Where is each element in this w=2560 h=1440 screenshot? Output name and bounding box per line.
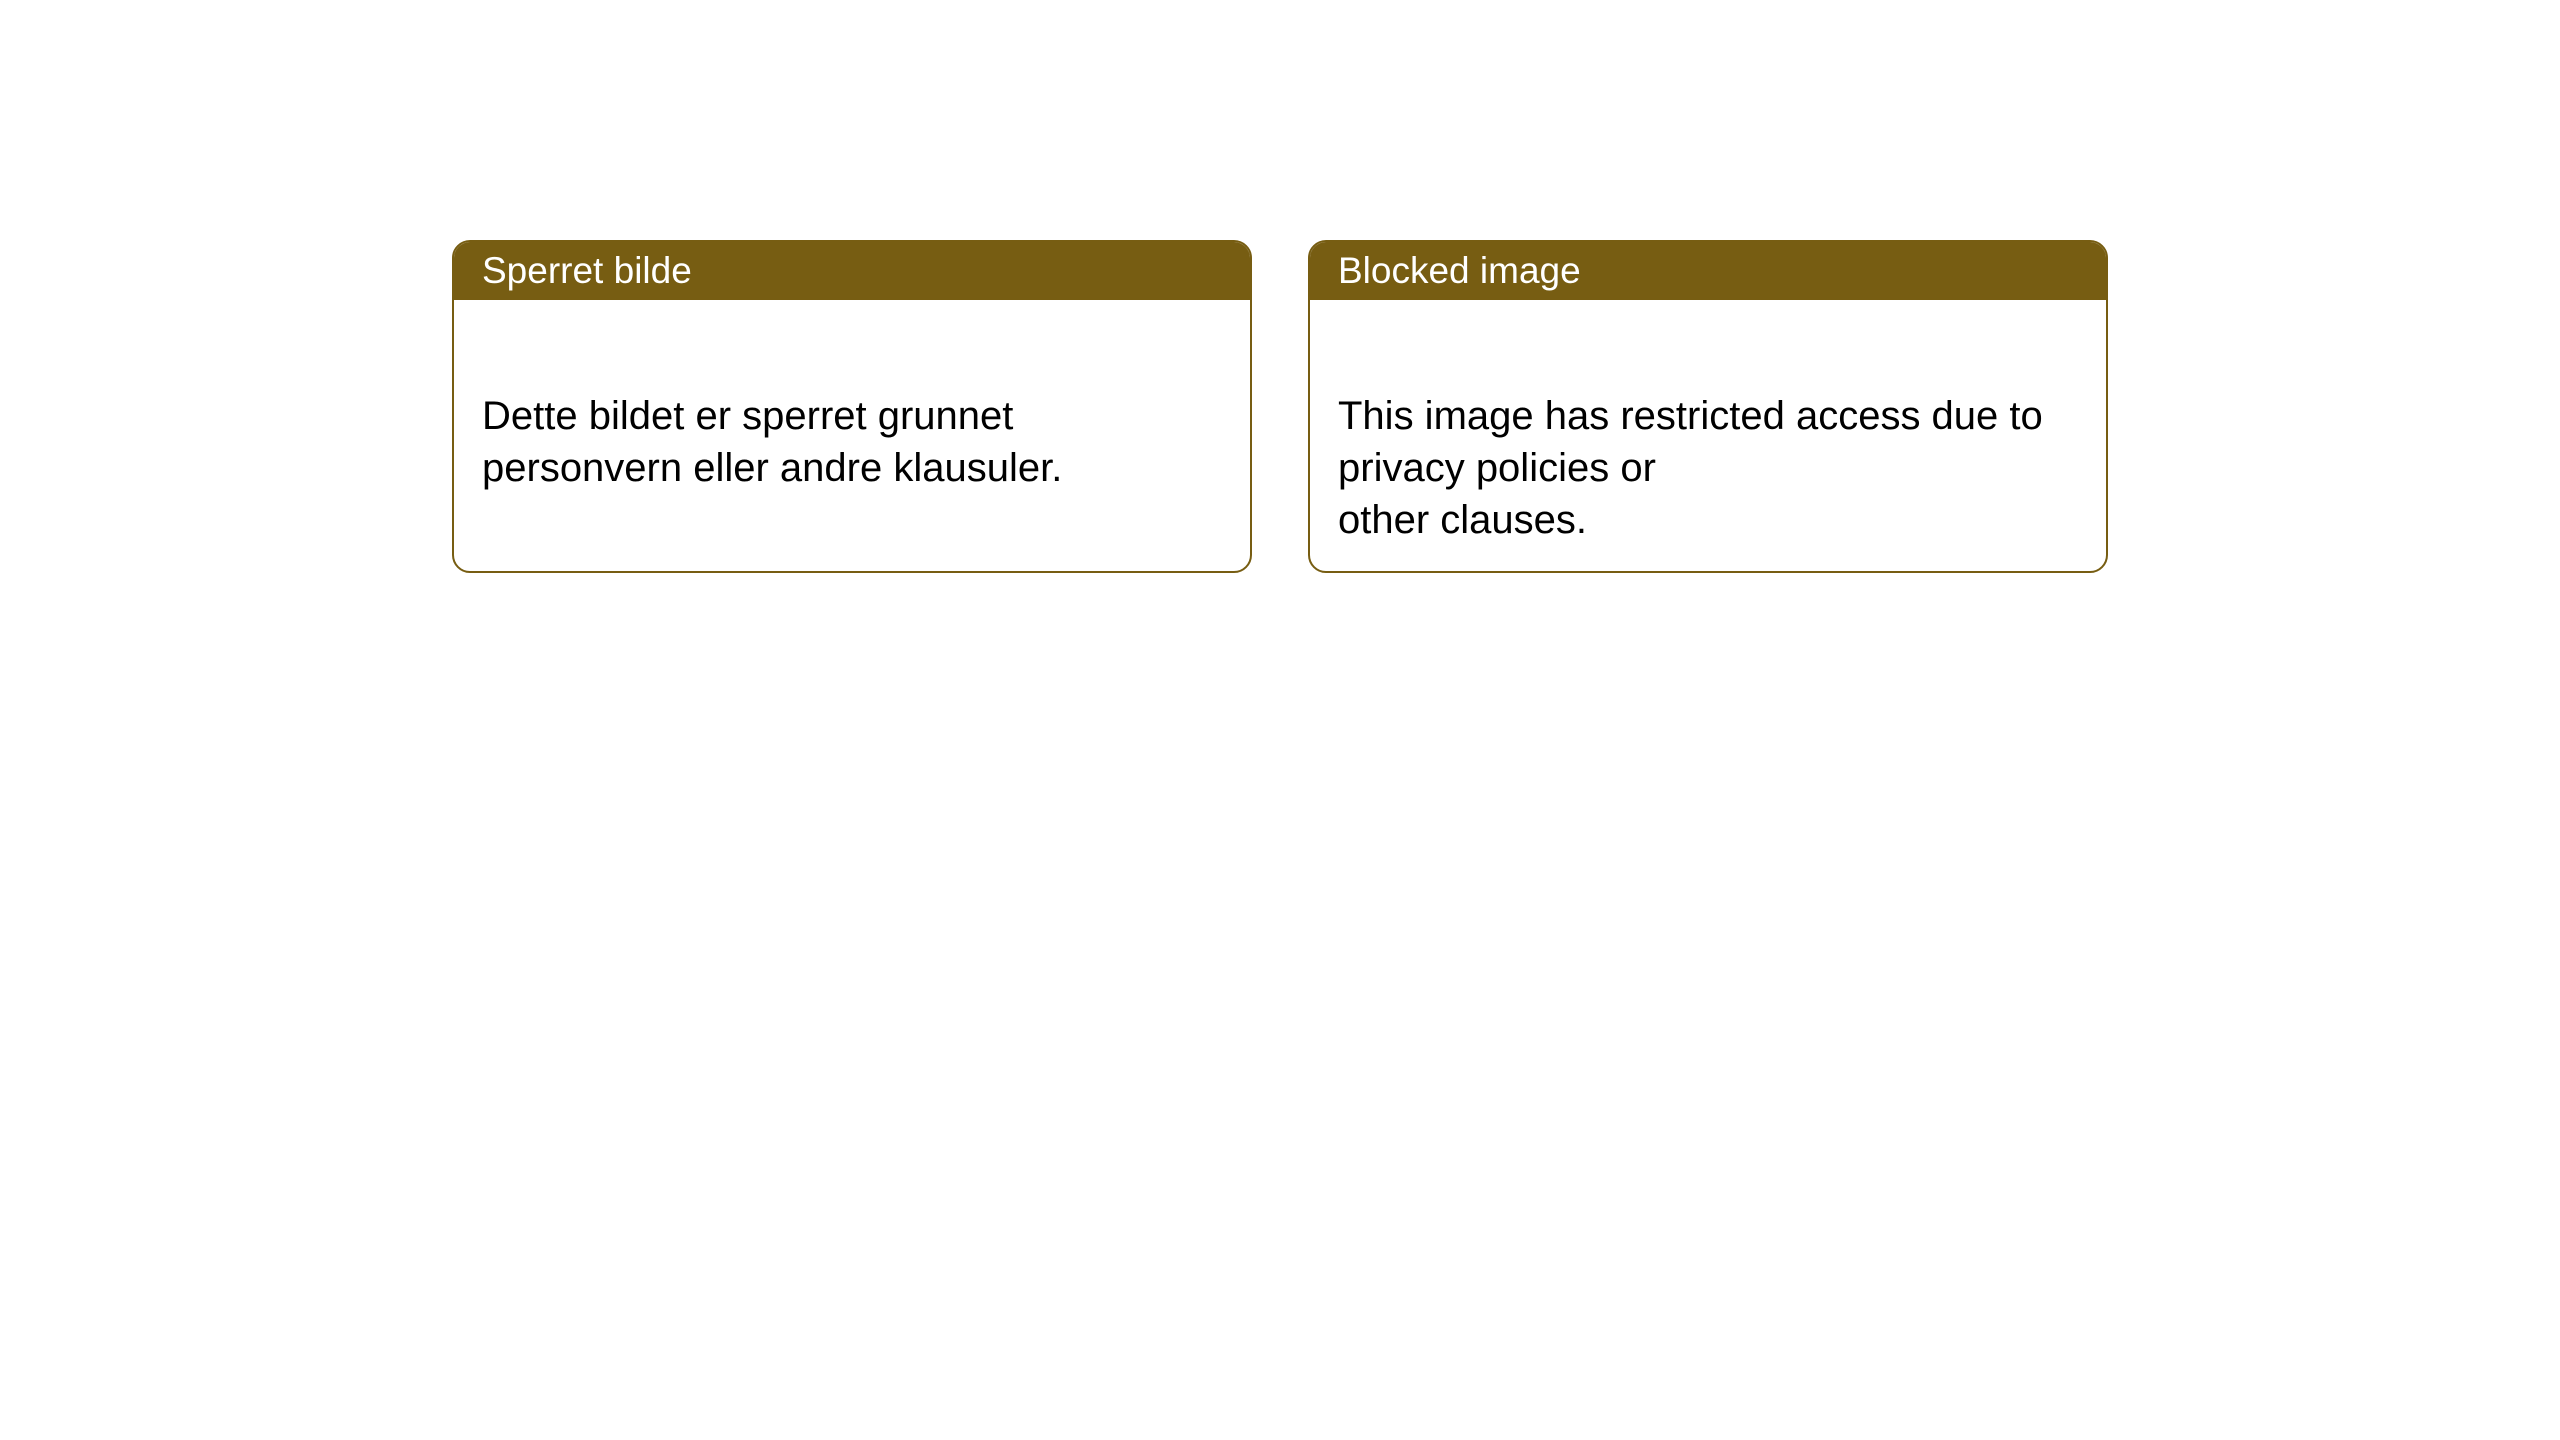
card-body: This image has restricted access due to …: [1310, 300, 2106, 573]
notice-card-norwegian: Sperret bilde Dette bildet er sperret gr…: [452, 240, 1252, 573]
notice-container: Sperret bilde Dette bildet er sperret gr…: [0, 0, 2560, 573]
card-header: Blocked image: [1310, 242, 2106, 300]
card-body-text: This image has restricted access due to …: [1338, 394, 2043, 542]
card-title: Sperret bilde: [482, 250, 692, 292]
card-body-text: Dette bildet er sperret grunnet personve…: [482, 394, 1062, 490]
card-body: Dette bildet er sperret grunnet personve…: [454, 300, 1250, 532]
card-header: Sperret bilde: [454, 242, 1250, 300]
notice-card-english: Blocked image This image has restricted …: [1308, 240, 2108, 573]
card-title: Blocked image: [1338, 250, 1581, 292]
